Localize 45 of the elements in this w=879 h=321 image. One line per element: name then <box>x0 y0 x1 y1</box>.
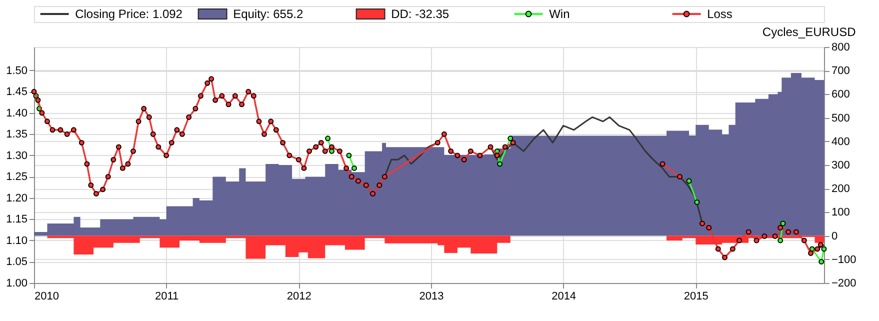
y-tick-label: 1.30 <box>6 150 28 162</box>
y-tick-label: 1.15 <box>6 214 28 226</box>
y-tick-label: 1.35 <box>6 128 28 141</box>
x-tick-label: 2010 <box>34 290 59 302</box>
y2-tick-label: −200 <box>832 278 856 290</box>
y-tick-label: 1.40 <box>6 107 28 120</box>
legend-label: DD: -32.35 <box>391 7 450 21</box>
y-tick-label: 1.10 <box>6 234 28 247</box>
point <box>778 238 784 244</box>
y2-tick-label: 500 <box>832 112 850 124</box>
legend-label: Loss <box>707 7 732 21</box>
y-tick-label: 1.20 <box>6 192 28 204</box>
y-tick-label: 1.45 <box>6 86 28 98</box>
y-tick-label: 1.25 <box>6 171 28 184</box>
point <box>346 152 352 158</box>
point <box>818 259 824 264</box>
legend-label: Closing Price: 1.092 <box>75 7 183 21</box>
y2-tick-label: 200 <box>832 183 850 196</box>
chart-title: Cycles_EURUSD <box>762 25 856 39</box>
y2-tick-label: −100 <box>832 254 856 266</box>
legend-label: Win <box>549 7 570 21</box>
x-tick-label: 2015 <box>684 290 708 302</box>
y2-tick-label: 400 <box>832 136 850 148</box>
y2-tick-label: 100 <box>832 206 850 219</box>
point <box>352 165 357 171</box>
y-tick-label: 1.50 <box>6 64 28 77</box>
y2-tick-label: 300 <box>832 160 850 172</box>
y-tick-label: 1.05 <box>6 256 28 268</box>
point <box>497 161 503 167</box>
point <box>821 246 827 252</box>
x-tick-label: 2011 <box>155 290 179 302</box>
y2-tick-label: 600 <box>832 88 850 101</box>
point <box>686 178 692 184</box>
point <box>780 220 786 226</box>
point <box>325 136 331 142</box>
x-tick-label: 2012 <box>286 290 312 302</box>
legend-label: Equity: 655.2 <box>233 7 304 21</box>
x-tick-label: 2014 <box>552 290 576 302</box>
y2-tick-label: 0 <box>832 230 838 242</box>
y-tick-label: 1.00 <box>6 278 28 290</box>
y2-tick-label: 700 <box>832 65 850 78</box>
x-tick-label: 2013 <box>419 290 444 302</box>
y2-tick-label: 800 <box>832 42 850 54</box>
point <box>694 199 700 205</box>
point <box>508 136 514 142</box>
